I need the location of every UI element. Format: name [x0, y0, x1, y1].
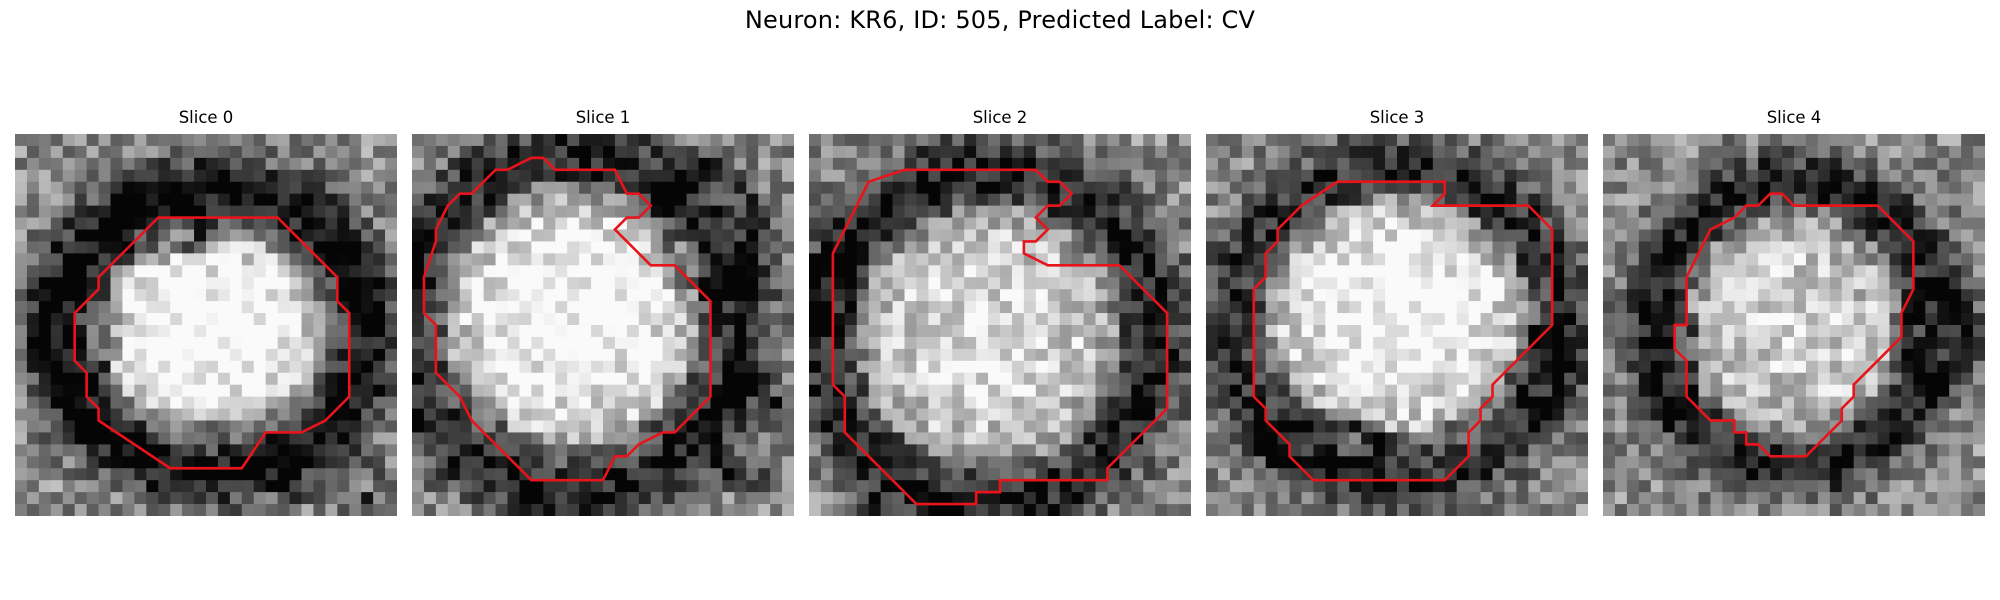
slice-title: Slice 2	[809, 108, 1191, 127]
figure-title: Neuron: KR6, ID: 505, Predicted Label: C…	[0, 6, 2000, 34]
pixel-grid	[1603, 134, 1985, 516]
slice-title: Slice 0	[15, 108, 397, 127]
pixel-grid	[1206, 134, 1588, 516]
slice-title: Slice 3	[1206, 108, 1588, 127]
slice-image	[1603, 134, 1985, 516]
slice-image	[15, 134, 397, 516]
slice-image	[412, 134, 794, 516]
slice-title: Slice 1	[412, 108, 794, 127]
slice-image	[809, 134, 1191, 516]
pixel-grid	[809, 134, 1191, 516]
slice-image	[1206, 134, 1588, 516]
pixel-grid	[412, 134, 794, 516]
slice-title: Slice 4	[1603, 108, 1985, 127]
pixel-grid	[15, 134, 397, 516]
